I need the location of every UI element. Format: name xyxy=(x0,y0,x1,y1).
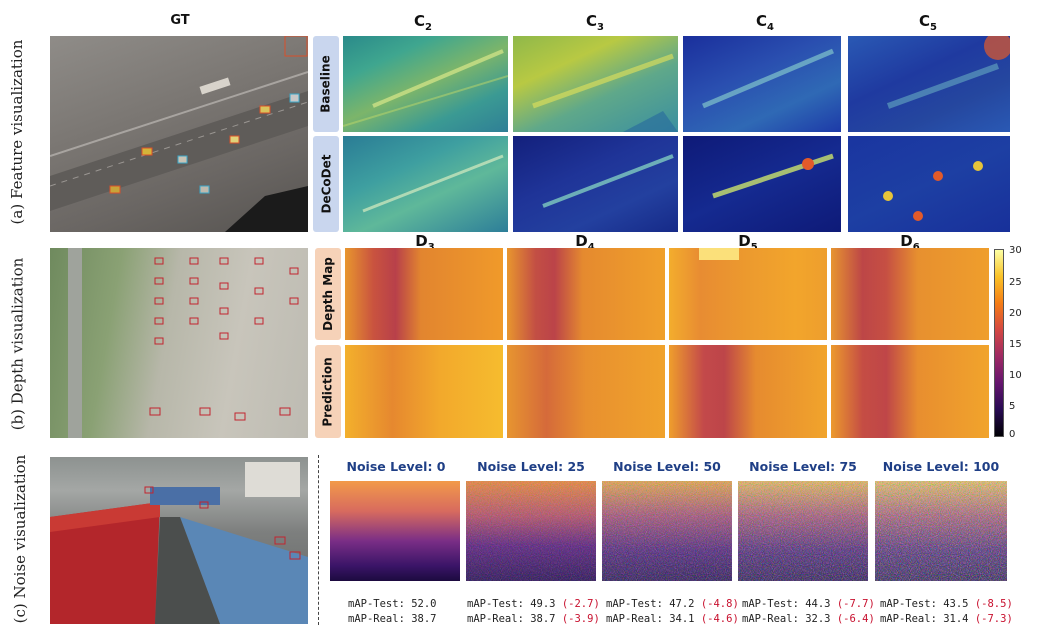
colorbar-tick-0: 0 xyxy=(1009,429,1016,440)
noise-75-map-test: mAP-Test: 44.3 (-7.7) xyxy=(742,598,875,610)
noise-image-75 xyxy=(738,481,868,581)
decodet-row-tag: DeCoDet xyxy=(313,136,339,232)
prediction-d5 xyxy=(669,345,827,438)
gt-road-image xyxy=(50,36,308,232)
depth-map-d4 xyxy=(507,248,665,340)
noise-100-map-real: mAP-Real: 31.4 (-7.3) xyxy=(880,613,1013,625)
colorbar-tick-25: 25 xyxy=(1009,277,1022,288)
noise-level-50-label: Noise Level: 50 xyxy=(613,459,721,474)
baseline-c4-map xyxy=(683,36,841,132)
baseline-c2-map xyxy=(343,36,508,132)
noise-separator xyxy=(318,455,319,625)
noise-50-map-real: mAP-Real: 34.1 (-4.6) xyxy=(606,613,739,625)
noise-level-25-label: Noise Level: 25 xyxy=(477,459,585,474)
decodet-c5-map xyxy=(848,136,1010,232)
colorbar-tick-10: 10 xyxy=(1009,370,1022,381)
feature-col-c5: C5 xyxy=(919,12,937,33)
depth-col-d6: D6 xyxy=(900,232,919,253)
noise-0-map-test: mAP-Test: 52.0 xyxy=(348,598,437,610)
noise-street-image xyxy=(50,457,308,624)
depth-parking-image xyxy=(50,248,308,438)
depth-map-row-tag: Depth Map xyxy=(315,248,341,340)
feature-side-label: (a) Feature visualization xyxy=(8,39,26,225)
feature-col-c2: C2 xyxy=(414,12,432,33)
colorbar-tick-30: 30 xyxy=(1009,245,1022,256)
noise-level-100-label: Noise Level: 100 xyxy=(882,459,1000,474)
feature-col-c3: C3 xyxy=(586,12,604,33)
depth-side-label: (b) Depth visualization xyxy=(8,257,27,431)
decodet-c2-map xyxy=(343,136,508,232)
depth-map-d3 xyxy=(345,248,503,340)
prediction-d4 xyxy=(507,345,665,438)
depth-map-d6 xyxy=(831,248,989,340)
decodet-c4-map xyxy=(683,136,841,232)
colorbar-tick-15: 15 xyxy=(1009,339,1022,350)
depth-colorbar xyxy=(994,249,1004,437)
noise-image-25 xyxy=(466,481,596,581)
gt-label: GT xyxy=(170,13,190,28)
noise-level-0-label: Noise Level: 0 xyxy=(346,459,446,474)
noise-0-map-real: mAP-Real: 38.7 xyxy=(348,613,437,625)
colorbar-tick-20: 20 xyxy=(1009,308,1022,319)
depth-col-d3: D3 xyxy=(415,232,434,253)
depth-col-d4: D4 xyxy=(575,232,594,253)
noise-50-map-test: mAP-Test: 47.2 (-4.8) xyxy=(606,598,739,610)
colorbar-tick-5: 5 xyxy=(1009,401,1016,412)
noise-side-label: (c) Noise visualization xyxy=(11,454,29,624)
noise-100-map-test: mAP-Test: 43.5 (-8.5) xyxy=(880,598,1013,610)
noise-25-map-test: mAP-Test: 49.3 (-2.7) xyxy=(467,598,600,610)
noise-75-map-real: mAP-Real: 32.3 (-6.4) xyxy=(742,613,875,625)
feature-col-c4: C4 xyxy=(756,12,774,33)
prediction-d6 xyxy=(831,345,989,438)
noise-image-0 xyxy=(330,481,460,581)
noise-25-map-real: mAP-Real: 38.7 (-3.9) xyxy=(467,613,600,625)
baseline-c5-map xyxy=(848,36,1010,132)
depth-col-d5: D5 xyxy=(738,232,757,253)
depth-map-d5 xyxy=(669,248,827,340)
prediction-row-tag: Prediction xyxy=(315,345,341,438)
baseline-row-tag: Baseline xyxy=(313,36,339,132)
noise-level-75-label: Noise Level: 75 xyxy=(749,459,857,474)
prediction-d3 xyxy=(345,345,503,438)
noise-image-100 xyxy=(875,481,1007,581)
baseline-c3-map xyxy=(513,36,678,132)
noise-image-50 xyxy=(602,481,732,581)
decodet-c3-map xyxy=(513,136,678,232)
